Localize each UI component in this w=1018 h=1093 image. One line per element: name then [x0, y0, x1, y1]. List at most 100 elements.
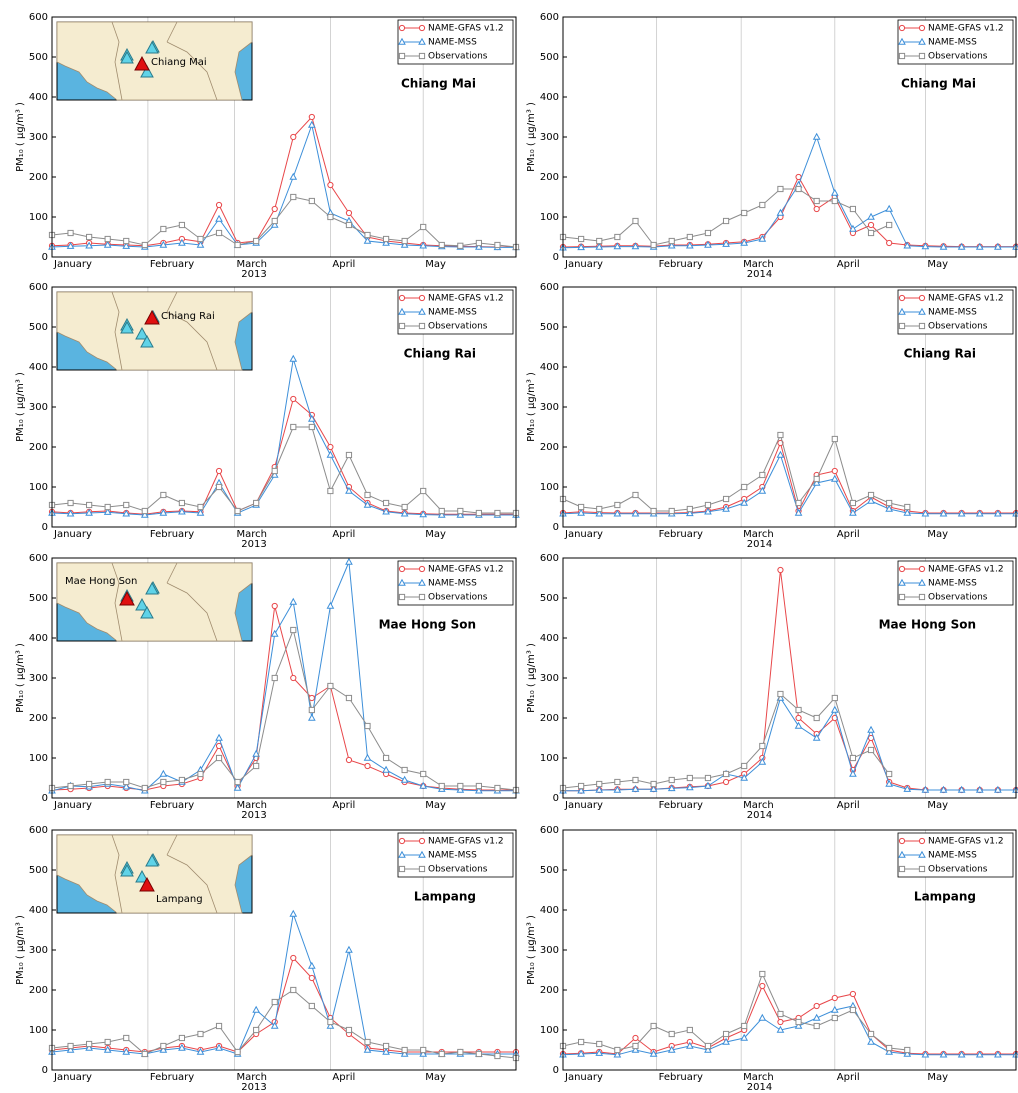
x-axis-label: 2014	[747, 269, 772, 280]
legend-label: NAME-GFAS v1.2	[428, 837, 504, 847]
marker	[777, 185, 784, 193]
x-tick-label: February	[659, 259, 703, 270]
marker	[345, 694, 353, 702]
marker	[457, 1048, 464, 1056]
marker	[290, 193, 297, 201]
legend-label: NAME-GFAS v1.2	[428, 565, 504, 575]
marker	[831, 694, 838, 702]
x-tick-label: May	[425, 1072, 446, 1083]
x-tick-label: April	[332, 529, 355, 540]
marker	[650, 241, 657, 249]
marker	[398, 24, 406, 32]
marker	[830, 474, 839, 482]
marker	[632, 776, 639, 784]
y-tick-label: 400	[540, 905, 559, 916]
y-axis-label: PM₁₀ ( μg/m³ )	[526, 643, 537, 713]
marker	[758, 1013, 767, 1021]
y-tick-label: 600	[29, 282, 48, 293]
station-highlight	[139, 876, 155, 892]
marker	[975, 1050, 984, 1058]
marker	[364, 722, 371, 730]
x-axis-label: 2013	[241, 539, 266, 550]
marker	[290, 423, 297, 431]
y-tick-label: 500	[29, 593, 48, 604]
marker	[758, 486, 767, 494]
marker	[741, 483, 748, 491]
marker	[686, 774, 693, 782]
marker	[596, 505, 603, 513]
marker	[308, 113, 315, 121]
marker	[957, 1050, 966, 1058]
marker	[475, 1050, 482, 1058]
station	[120, 50, 134, 64]
marker	[722, 495, 730, 503]
marker	[252, 749, 261, 757]
marker	[308, 423, 315, 431]
marker	[577, 243, 585, 251]
marker	[886, 221, 893, 229]
marker	[438, 782, 445, 790]
marker	[685, 509, 694, 517]
inset-label: Chiang Rai	[161, 311, 215, 322]
marker	[85, 508, 93, 516]
marker	[795, 185, 802, 193]
marker	[382, 235, 390, 243]
marker	[475, 786, 483, 794]
marker	[886, 770, 893, 778]
marker	[613, 1050, 622, 1058]
marker	[578, 503, 585, 511]
y-tick-label: 200	[29, 172, 48, 183]
y-tick-label: 0	[42, 522, 48, 533]
marker	[85, 241, 93, 249]
marker	[234, 241, 241, 249]
x-tick-label: February	[150, 259, 194, 270]
y-tick-label: 400	[540, 92, 559, 103]
y-tick-label: 100	[540, 753, 559, 764]
y-tick-label: 100	[29, 1025, 48, 1036]
x-tick-label: May	[927, 800, 948, 811]
marker	[918, 307, 926, 315]
legend-label: NAME-MSS	[928, 308, 977, 318]
inset-border	[111, 291, 218, 371]
marker	[345, 756, 353, 764]
marker	[197, 503, 204, 511]
marker	[885, 779, 894, 787]
marker	[632, 1042, 639, 1050]
panel-title: Lampang	[914, 890, 976, 904]
y-axis-label: PM₁₀ ( μg/m³ )	[15, 915, 26, 985]
marker	[830, 1005, 839, 1013]
marker	[668, 237, 675, 245]
marker	[438, 1050, 445, 1058]
marker	[740, 238, 749, 246]
inset-land	[56, 562, 253, 642]
marker	[885, 204, 894, 212]
marker	[327, 682, 334, 690]
marker	[686, 233, 693, 241]
marker	[921, 1050, 930, 1058]
legend-label: Observations	[428, 322, 488, 332]
marker	[290, 954, 297, 962]
legend-label: Observations	[928, 322, 988, 332]
marker	[722, 504, 730, 512]
panel-title: Chiang Rai	[404, 347, 476, 361]
marker	[345, 1026, 353, 1034]
marker	[437, 510, 446, 518]
station	[140, 334, 154, 348]
marker	[159, 508, 168, 516]
y-tick-label: 600	[29, 12, 48, 23]
y-axis-label: PM₁₀ ( μg/m³ )	[15, 643, 26, 713]
marker	[307, 414, 316, 422]
marker	[215, 467, 223, 475]
marker	[178, 776, 186, 784]
x-axis-label: 2013	[241, 1082, 266, 1093]
marker	[867, 229, 875, 237]
marker	[668, 507, 675, 515]
y-tick-label: 600	[29, 825, 48, 836]
marker	[577, 786, 585, 794]
legend-label: NAME-MSS	[428, 308, 477, 318]
inset-label: Mae Hong Son	[65, 576, 137, 587]
y-tick-label: 400	[29, 92, 48, 103]
marker	[812, 478, 821, 486]
marker	[364, 1038, 371, 1046]
x-tick-label: January	[564, 259, 603, 270]
